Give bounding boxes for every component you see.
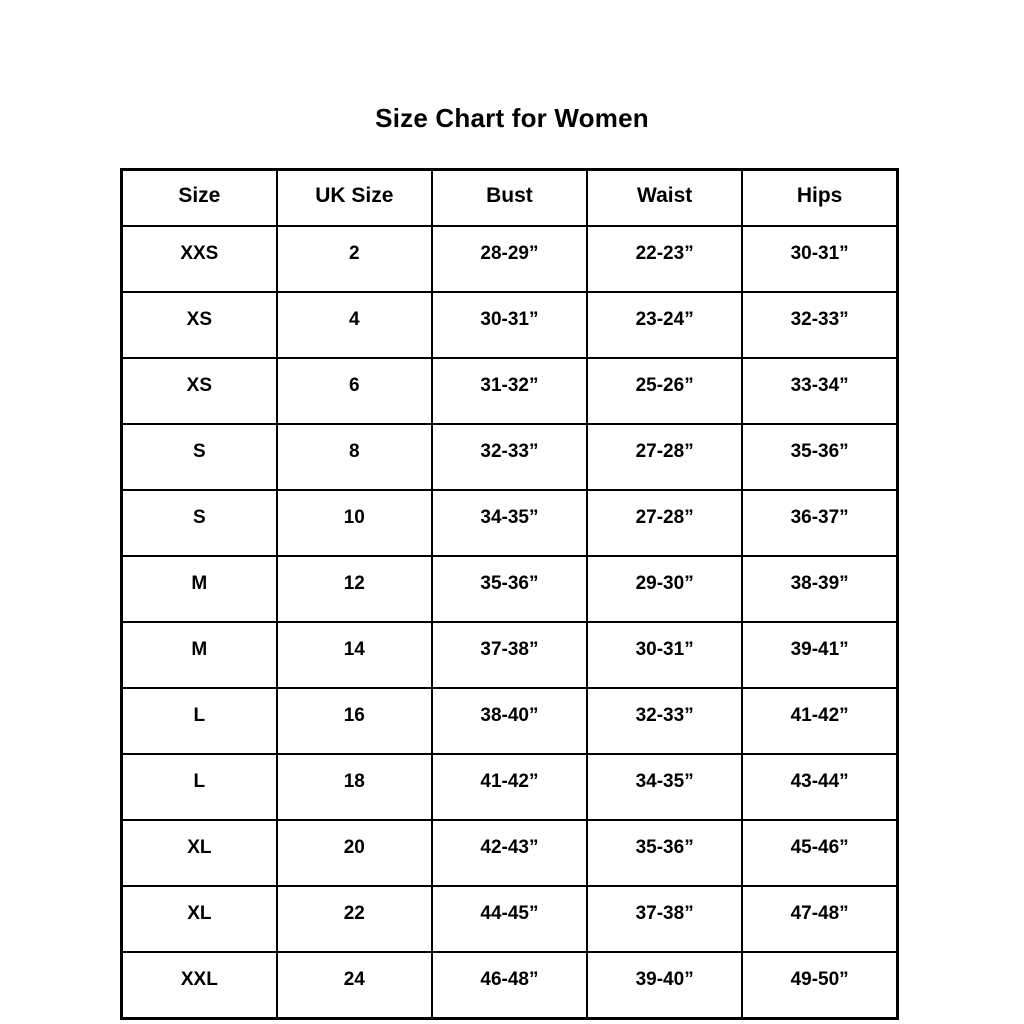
cell-bust: 46-48” [430, 951, 589, 1020]
cell-uk-size: 12 [275, 555, 433, 623]
cell-hips: 32-33” [741, 291, 899, 359]
cell-size: M [120, 621, 278, 689]
cell-hips: 45-46” [741, 819, 899, 887]
cell-hips: 41-42” [741, 687, 899, 755]
cell-size: XS [120, 357, 278, 425]
table-row: M 12 35-36” 29-30” 38-39” [120, 555, 899, 623]
cell-waist: 23-24” [586, 291, 744, 359]
cell-uk-size: 4 [275, 291, 433, 359]
cell-uk-size: 22 [275, 885, 433, 953]
cell-hips: 33-34” [741, 357, 899, 425]
cell-hips: 49-50” [741, 951, 899, 1020]
table-row: XXS 2 28-29” 22-23” 30-31” [120, 225, 899, 293]
table-row: L 18 41-42” 34-35” 43-44” [120, 753, 899, 821]
cell-bust: 31-32” [430, 357, 589, 425]
cell-waist: 29-30” [586, 555, 744, 623]
cell-size: XL [120, 819, 278, 887]
cell-size: XXL [120, 951, 278, 1020]
cell-waist: 30-31” [586, 621, 744, 689]
cell-uk-size: 14 [275, 621, 433, 689]
cell-waist: 27-28” [586, 423, 744, 491]
cell-size: M [120, 555, 278, 623]
cell-uk-size: 24 [275, 951, 433, 1020]
cell-uk-size: 16 [275, 687, 433, 755]
cell-uk-size: 10 [275, 489, 433, 557]
cell-uk-size: 20 [275, 819, 433, 887]
cell-bust: 41-42” [430, 753, 589, 821]
cell-waist: 34-35” [586, 753, 744, 821]
table-row: M 14 37-38” 30-31” 39-41” [120, 621, 899, 689]
cell-waist: 27-28” [586, 489, 744, 557]
table-row: L 16 38-40” 32-33” 41-42” [120, 687, 899, 755]
cell-hips: 35-36” [741, 423, 899, 491]
cell-bust: 44-45” [430, 885, 589, 953]
table-header-row: Size UK Size Bust Waist Hips [120, 168, 899, 227]
column-header-bust: Bust [430, 168, 589, 227]
table-row: XXL 24 46-48” 39-40” 49-50” [120, 951, 899, 1020]
cell-hips: 39-41” [741, 621, 899, 689]
column-header-waist: Waist [586, 168, 744, 227]
page-title: Size Chart for Women [375, 103, 649, 133]
cell-bust: 35-36” [430, 555, 589, 623]
cell-bust: 42-43” [430, 819, 589, 887]
cell-bust: 38-40” [430, 687, 589, 755]
cell-bust: 37-38” [430, 621, 589, 689]
cell-waist: 32-33” [586, 687, 744, 755]
cell-size: L [120, 753, 278, 821]
cell-hips: 30-31” [741, 225, 899, 293]
cell-size: XXS [120, 225, 278, 293]
cell-waist: 37-38” [586, 885, 744, 953]
table-row: S 10 34-35” 27-28” 36-37” [120, 489, 899, 557]
size-chart-table: Size UK Size Bust Waist Hips XXS 2 28-29” 2… [120, 168, 899, 1020]
cell-waist: 22-23” [586, 225, 744, 293]
table-row: S 8 32-33” 27-28” 35-36” [120, 423, 899, 491]
cell-waist: 39-40” [586, 951, 744, 1020]
cell-uk-size: 6 [275, 357, 433, 425]
size-chart-table-container: Size UK Size Bust Waist Hips XXS 2 28-29” 2… [120, 168, 899, 1020]
table-row: XL 20 42-43” 35-36” 45-46” [120, 819, 899, 887]
cell-size: L [120, 687, 278, 755]
cell-size: S [120, 423, 278, 491]
cell-bust: 30-31” [430, 291, 589, 359]
table-row: XS 6 31-32” 25-26” 33-34” [120, 357, 899, 425]
table-row: XS 4 30-31” 23-24” 32-33” [120, 291, 899, 359]
table-body: XXS 2 28-29” 22-23” 30-31” XS 4 30-31” 23-24” 32-… [120, 225, 899, 1020]
cell-size: XS [120, 291, 278, 359]
table-row: XL 22 44-45” 37-38” 47-48” [120, 885, 899, 953]
cell-bust: 28-29” [430, 225, 589, 293]
column-header-hips: Hips [741, 168, 899, 227]
cell-bust: 34-35” [430, 489, 589, 557]
cell-hips: 47-48” [741, 885, 899, 953]
cell-hips: 36-37” [741, 489, 899, 557]
table-header: Size UK Size Bust Waist Hips [120, 168, 899, 227]
cell-bust: 32-33” [430, 423, 589, 491]
cell-uk-size: 2 [275, 225, 433, 293]
cell-waist: 25-26” [586, 357, 744, 425]
cell-uk-size: 18 [275, 753, 433, 821]
cell-size: S [120, 489, 278, 557]
column-header-uk-size: UK Size [275, 168, 433, 227]
cell-hips: 38-39” [741, 555, 899, 623]
column-header-size: Size [120, 168, 278, 227]
cell-size: XL [120, 885, 278, 953]
cell-hips: 43-44” [741, 753, 899, 821]
cell-waist: 35-36” [586, 819, 744, 887]
cell-uk-size: 8 [275, 423, 433, 491]
